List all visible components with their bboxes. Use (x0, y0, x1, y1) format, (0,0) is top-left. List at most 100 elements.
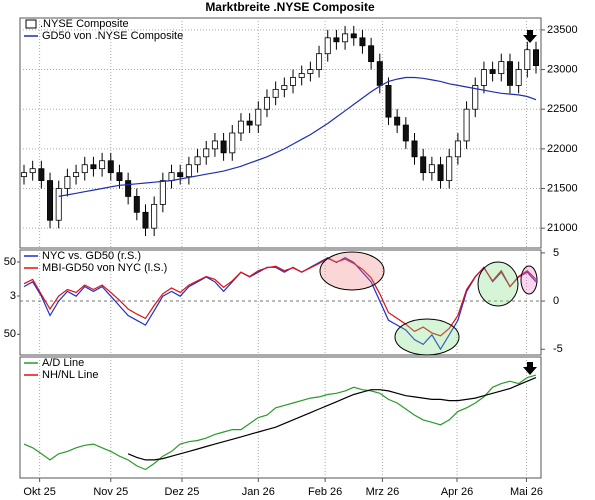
candle-body (350, 33, 357, 39)
x-tick-label: Jan 26 (242, 486, 275, 498)
candle-body (281, 85, 288, 90)
annotation (394, 318, 460, 356)
candle-body (220, 140, 227, 154)
candle-body (454, 140, 461, 158)
candle-body (55, 188, 62, 221)
legend-label: GD50 von .NYSE Composite (42, 30, 183, 42)
candle-body (298, 73, 305, 78)
legend-label: .NYSE Composite (40, 18, 129, 30)
y2-tick-label: 0 (553, 295, 559, 307)
candle-body (359, 37, 366, 47)
candle-body (211, 140, 218, 150)
x-tick-label: Apr 26 (441, 486, 473, 498)
series-line (23, 374, 537, 471)
panel-frame (19, 356, 542, 479)
candle-body (194, 156, 201, 166)
y-tick-label: 22500 (547, 103, 578, 115)
candle-body (177, 172, 184, 178)
candle-body (515, 69, 522, 86)
candle-body (255, 108, 262, 126)
candle-body (20, 172, 28, 178)
candle-body (385, 85, 392, 118)
candle-body (402, 124, 409, 142)
candle-body (229, 132, 236, 154)
candle-body (506, 61, 513, 86)
candle-body (151, 203, 158, 229)
candle-body (498, 61, 505, 74)
candle-body (333, 37, 340, 43)
candle-body (316, 53, 323, 70)
series-line (23, 257, 537, 337)
candle-body (142, 211, 149, 229)
candle-body (290, 77, 297, 86)
y-tick-label: 23500 (547, 24, 578, 36)
candle-body (489, 69, 496, 74)
y-tick-label: 21500 (547, 182, 578, 194)
annotation (477, 261, 519, 307)
candle-body (480, 69, 487, 86)
candle-body (38, 168, 45, 181)
candle-body (324, 37, 331, 55)
candle-body (246, 120, 253, 126)
y-tick-label: 21000 (547, 222, 578, 234)
candle-body (472, 85, 479, 110)
annotation (523, 30, 537, 43)
candle-body (272, 88, 279, 98)
panel-frame (19, 17, 542, 249)
x-tick-label: Mrz 26 (366, 486, 400, 498)
y2-tick-label: -5 (553, 343, 563, 355)
candle-body (394, 116, 401, 126)
candle-body (116, 172, 123, 181)
series-line (127, 377, 537, 461)
y-tick-label: 22000 (547, 143, 578, 155)
candle-body (437, 164, 444, 181)
candle-body (263, 96, 270, 110)
legend-label: NH/NL Line (42, 369, 98, 381)
candle-body (463, 108, 470, 142)
candle-body (185, 164, 192, 178)
x-tick-label: Okt 25 (23, 486, 55, 498)
legend-label: A/D Line (42, 357, 84, 369)
candle-body (237, 120, 244, 134)
x-tick-label: Feb 26 (308, 486, 342, 498)
candle-body (64, 176, 71, 189)
series-line (58, 76, 537, 197)
candle-body (411, 140, 418, 158)
x-tick-label: Dez 25 (165, 486, 200, 498)
candle-body (159, 180, 166, 205)
candle-body (524, 49, 531, 70)
candle-body (342, 33, 349, 43)
candle-body (133, 196, 140, 213)
candle-body (90, 164, 97, 170)
candle-body (420, 156, 427, 174)
candle-body (81, 164, 88, 174)
series-line (23, 257, 537, 351)
candle-body (376, 61, 383, 86)
panel-frame (19, 249, 542, 356)
candle-body (125, 180, 132, 197)
candle-body (446, 156, 453, 181)
y-tick-label: 3 (10, 290, 16, 302)
legend-label: NYC vs. GD50 (r.S.) (42, 250, 141, 262)
candle-body (107, 160, 114, 174)
candle-body (73, 172, 80, 178)
candle-body (99, 160, 106, 170)
candle-body (29, 168, 36, 174)
candle-body (532, 49, 540, 66)
y-tick-label: 50 (4, 256, 16, 268)
y2-tick-label: 5 (553, 247, 559, 259)
candle-body (307, 69, 314, 74)
legend-swatch (25, 19, 37, 29)
chart-title: Marktbreite .NYSE Composite (205, 0, 375, 14)
annotation (523, 362, 537, 375)
y-tick-label: 50 (4, 328, 16, 340)
candle-body (428, 164, 435, 174)
candle-body (168, 172, 175, 181)
legend-label: MBI-GD50 von NYC (l.S.) (42, 262, 167, 274)
candle-body (47, 180, 54, 221)
candle-body (203, 148, 210, 158)
candle-body (368, 45, 375, 63)
y-tick-label: 23000 (547, 63, 578, 75)
x-tick-label: Nov 25 (93, 486, 128, 498)
